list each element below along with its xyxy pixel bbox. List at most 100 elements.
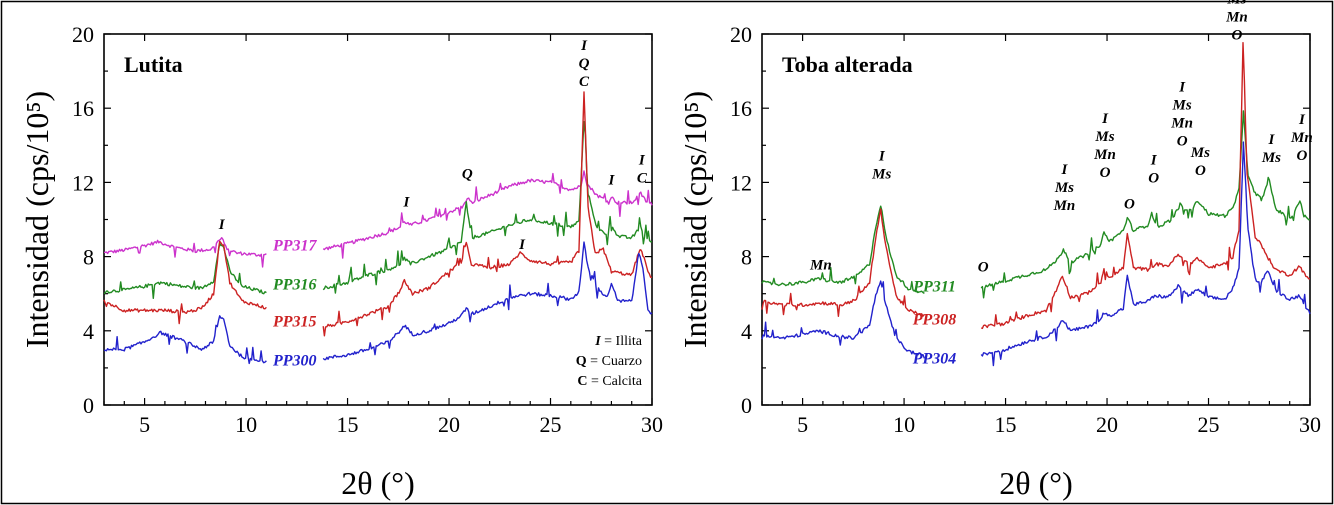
- peak-annotation: Mn: [1290, 130, 1313, 146]
- series-label: PP304: [912, 351, 957, 368]
- series-label: PP300: [272, 352, 317, 369]
- legend-text: = Illita: [601, 334, 643, 349]
- x-axis-label: 2θ (°): [341, 465, 414, 501]
- peak-annotation: I: [638, 152, 646, 168]
- x-tick-label: 30: [1299, 412, 1321, 437]
- trace-pp308-b: [980, 42, 1310, 330]
- legend-text: = Calcita: [587, 374, 642, 389]
- panel-toba-alterada: 5 10 15 20 25 30 0 4 8 12 16 20 2θ (°) Intensidad (cp…: [677, 0, 1321, 501]
- x-axis-label: 2θ (°): [999, 465, 1072, 501]
- trace-pp304-b: [980, 141, 1311, 367]
- legend-entry: C = Calcita: [577, 374, 642, 389]
- trace-pp316-a: [103, 242, 267, 299]
- peak-annotation: I: [1178, 79, 1186, 95]
- trace-pp311-a: [761, 205, 925, 294]
- series-label: PP316: [272, 276, 317, 293]
- x-tick-label: 25: [1198, 412, 1220, 437]
- peak-annotation: I: [1060, 162, 1068, 178]
- peak-annotation: I: [1268, 132, 1276, 148]
- y-tick-label: 12: [72, 170, 94, 195]
- peak-annotation: I: [1150, 152, 1158, 168]
- y-tick-label: 4: [741, 319, 752, 344]
- legend-entry: Q = Cuarzo: [576, 354, 642, 369]
- peak-annotation: I: [1101, 111, 1109, 127]
- trace-pp308-a: [761, 208, 925, 317]
- peak-annotation: Mn: [1093, 147, 1116, 163]
- trace-pp317-b: [322, 170, 653, 259]
- trace-pp315-a: [103, 240, 267, 325]
- peak-annotation: O: [1124, 196, 1135, 212]
- peak-annotation: C: [579, 74, 590, 90]
- legend-symbol: Q: [576, 354, 587, 369]
- legend-entry: I = Illita: [594, 334, 643, 349]
- trace-pp300-b: [322, 241, 653, 361]
- y-tick-label: 20: [72, 22, 94, 47]
- peak-annotation: Ms: [1172, 97, 1192, 113]
- peak-annotation: I: [518, 237, 526, 253]
- trace-pp311-b: [980, 110, 1311, 299]
- x-tick-label: 20: [1096, 412, 1118, 437]
- y-tick-label: 0: [83, 393, 94, 418]
- y-tick-label: 8: [741, 245, 752, 270]
- x-tick-label: 5: [797, 412, 808, 437]
- peak-annotation: O: [978, 259, 989, 275]
- x-tick-label: 15: [337, 412, 359, 437]
- x-tick-label: 30: [641, 412, 663, 437]
- trace-pp315-b: [322, 91, 653, 337]
- peak-annotation: Ms: [1226, 0, 1246, 8]
- y-tick-label: 8: [83, 245, 94, 270]
- peak-annotation: Mn: [1170, 115, 1193, 131]
- x-tick-label: 10: [893, 412, 915, 437]
- peak-annotation: O: [1296, 148, 1307, 164]
- panel-title: Toba alterada: [782, 52, 913, 77]
- peak-annotation: Ms: [1094, 129, 1114, 145]
- peak-annotation: I: [607, 172, 615, 188]
- x-tick-label: 25: [540, 412, 562, 437]
- x-tick-label: 10: [235, 412, 257, 437]
- panel-title: Lutita: [124, 52, 183, 77]
- y-tick-label: 0: [741, 393, 752, 418]
- peak-annotation: O: [1100, 165, 1111, 181]
- peak-annotation: I: [580, 38, 588, 54]
- y-tick-label: 12: [730, 170, 752, 195]
- legend-text: = Cuarzo: [587, 354, 642, 369]
- y-axis-label: Intensidad (cps/10⁵): [677, 91, 713, 348]
- series-label: PP311: [912, 278, 956, 295]
- peak-annotation: I: [1298, 112, 1306, 128]
- peak-annotation: O: [1232, 28, 1243, 44]
- series-label: PP315: [272, 314, 317, 331]
- peak-annotation: O: [1195, 163, 1206, 179]
- legend-symbol: I: [594, 334, 601, 349]
- y-axis-label: Intensidad (cps/10⁵): [19, 91, 55, 348]
- peak-annotation: C: [637, 170, 648, 186]
- y-tick-label: 20: [730, 22, 752, 47]
- peak-annotation: I: [878, 149, 886, 165]
- series-label: PP317: [272, 237, 318, 254]
- x-tick-label: 20: [438, 412, 460, 437]
- peak-annotation: Ms: [1054, 180, 1074, 196]
- peak-annotation: Q: [462, 167, 473, 183]
- peak-annotation: Mn: [1053, 198, 1076, 214]
- y-tick-label: 16: [72, 96, 94, 121]
- series-label: PP308: [912, 312, 957, 329]
- trace-pp300-a: [103, 315, 267, 365]
- peak-annotation: Q: [579, 56, 590, 72]
- x-tick-label: 15: [995, 412, 1017, 437]
- peak-annotation: I: [218, 217, 226, 233]
- peak-annotation: O: [1148, 170, 1159, 186]
- peak-annotation: Ms: [1190, 145, 1210, 161]
- legend-symbol: C: [577, 374, 587, 389]
- y-tick-label: 4: [83, 319, 94, 344]
- x-tick-label: 5: [139, 412, 150, 437]
- peak-annotation: I: [402, 195, 410, 211]
- trace-pp316-b: [322, 121, 653, 294]
- peak-annotation: O: [1177, 133, 1188, 149]
- panel-lutita: 5 10 15 20 25 30 0 4 8 12 16 20 2θ (°) Intensidad (cp…: [19, 22, 663, 501]
- peak-annotation: Ms: [871, 167, 891, 183]
- trace-pp304-a: [761, 280, 926, 359]
- peak-annotation: Mn: [1225, 10, 1248, 26]
- peak-annotation: Mn: [809, 258, 832, 274]
- y-tick-label: 16: [730, 96, 752, 121]
